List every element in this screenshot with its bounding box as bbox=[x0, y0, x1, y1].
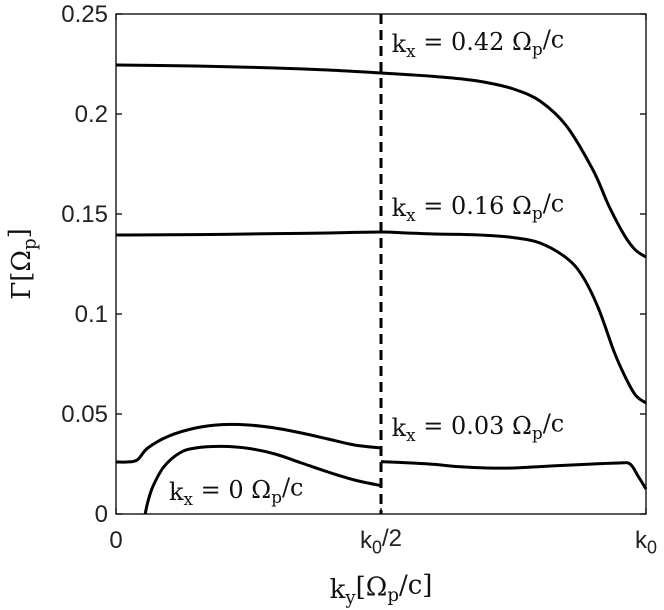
y-tick-label: 0 bbox=[95, 501, 108, 528]
annotation-layer: kx​ = 0.42 Ωp​/c kx​ = 0.16 Ωp​/c kx​ = 0.… bbox=[169, 26, 564, 509]
series-line-0-seg-0 bbox=[115, 63, 647, 259]
series-annotation: kx​ = 0.42 Ωp​/c bbox=[392, 26, 565, 61]
axis-titles: ky​[Ωp​/c] Γ[Ωp​] bbox=[5, 228, 433, 608]
series-annotation: kx​ = 0.03 Ωp​/c bbox=[392, 410, 565, 445]
x-tick-label: k0/2 bbox=[360, 525, 402, 557]
y-tick-label: 0.15 bbox=[61, 201, 108, 228]
x-tick-label: 0 bbox=[109, 527, 122, 554]
series-annotation: kx​ = 0 Ωp​/c bbox=[169, 474, 303, 509]
axis-ticks: 0 0.05 0.1 0.15 0.2 0.25 0 k0/2 k0 bbox=[61, 1, 657, 557]
series-line-2-seg-1 bbox=[380, 460, 648, 490]
y-tick-label: 0.05 bbox=[61, 401, 108, 428]
x-tick-label: k0 bbox=[635, 527, 657, 557]
y-tick-label: 0.25 bbox=[61, 1, 108, 28]
series-line-1-seg-0 bbox=[115, 230, 647, 405]
x-axis-title: ky​[Ωp​/c] bbox=[330, 570, 433, 608]
y-tick-label: 0.2 bbox=[75, 101, 108, 128]
y-axis-title: Γ[Ωp​] bbox=[5, 228, 41, 300]
series-layer bbox=[115, 63, 648, 515]
series-line-3-seg-0 bbox=[143, 444, 382, 515]
series-line-2-seg-0 bbox=[115, 422, 382, 464]
series-annotation: kx​ = 0.16 Ωp​/c bbox=[392, 190, 565, 225]
y-tick-label: 0.1 bbox=[75, 301, 108, 328]
